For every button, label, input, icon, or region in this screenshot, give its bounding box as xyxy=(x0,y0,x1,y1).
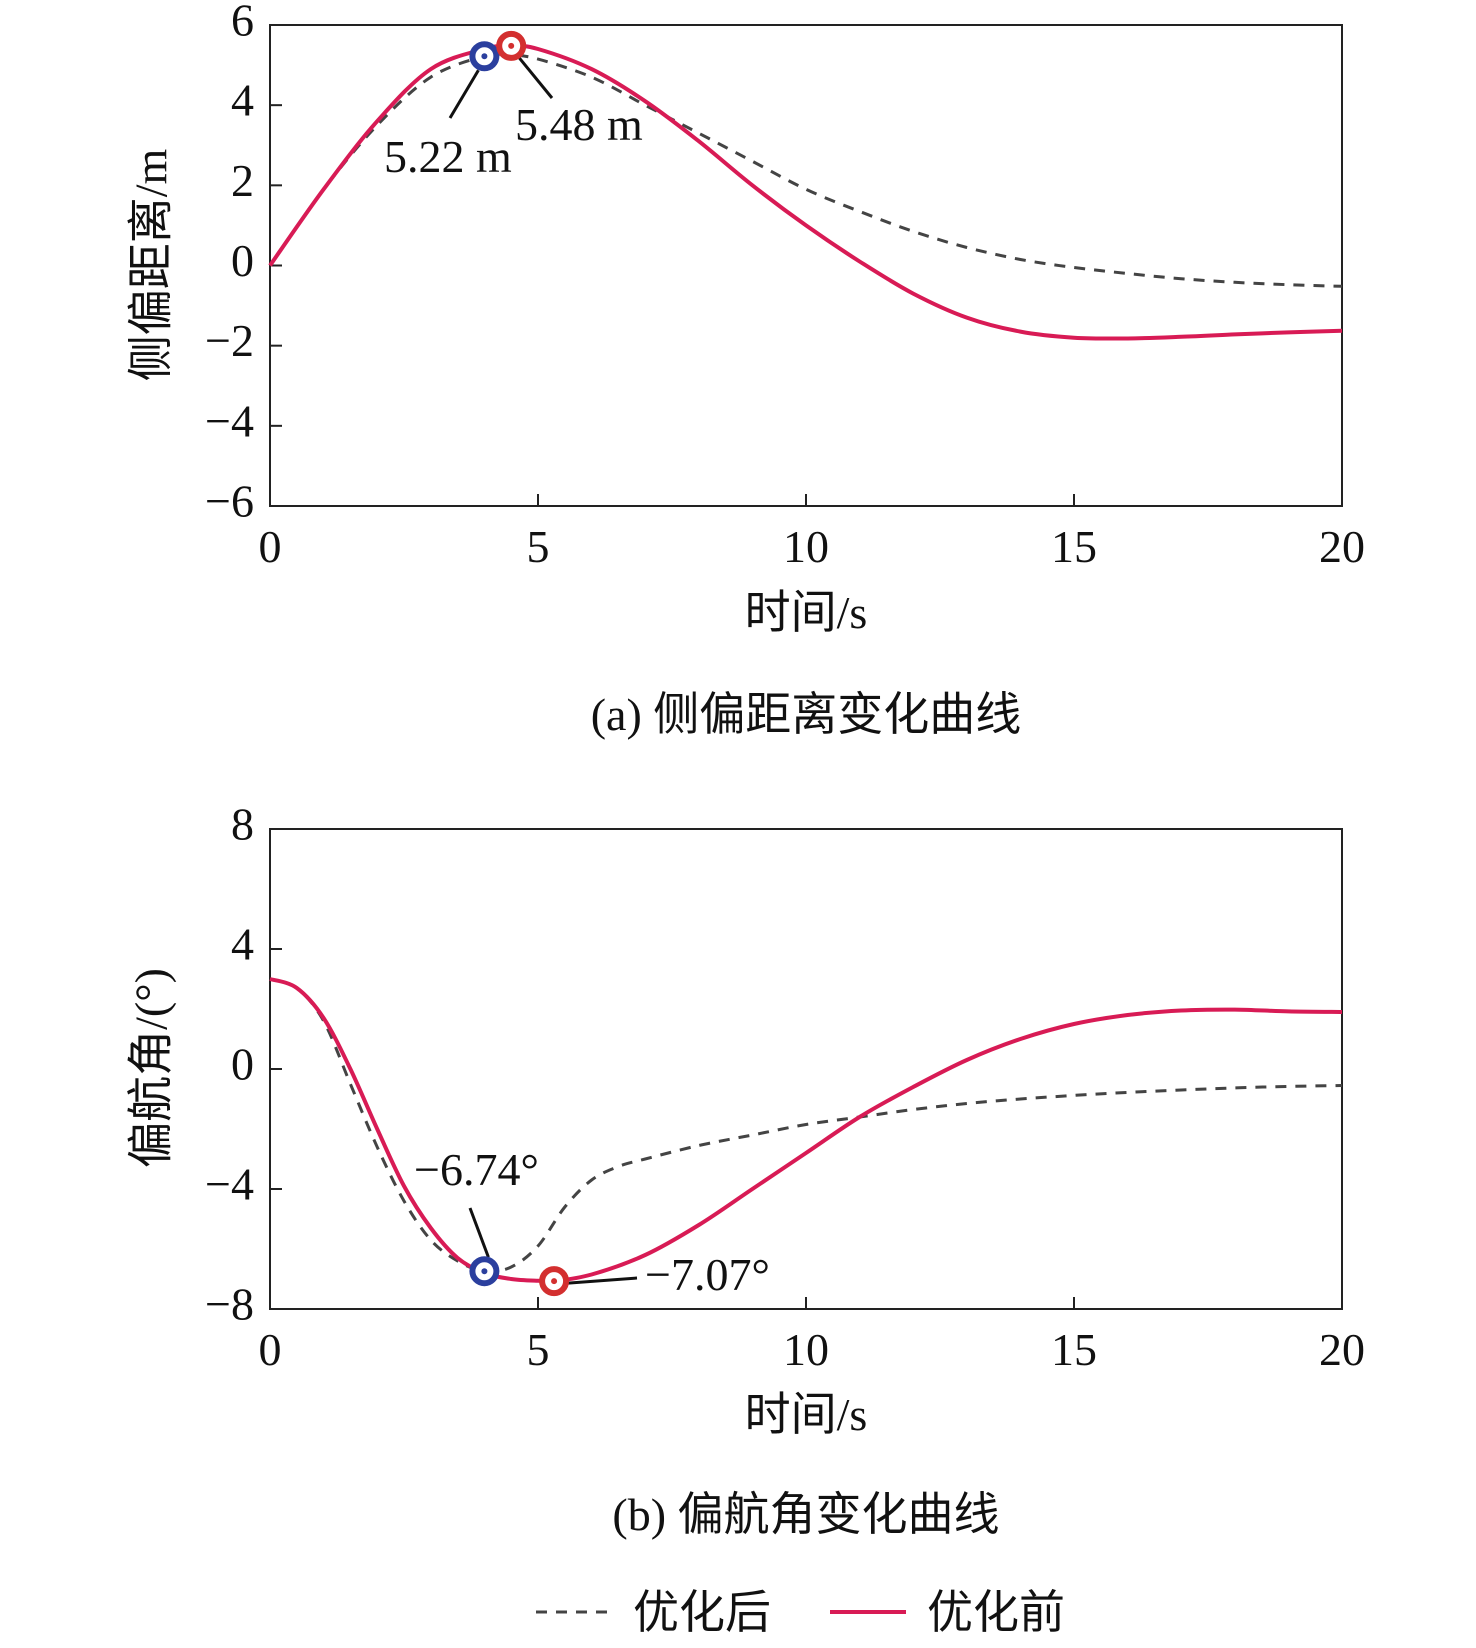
y-tick-label: −6 xyxy=(205,476,254,527)
y-tick-label: 4 xyxy=(231,75,254,126)
y-axis-title: 侧偏距离/m xyxy=(126,149,177,382)
x-tick-label: 5 xyxy=(527,521,550,572)
chart-yaw-angle: 8 4 0 −4 −8 0 5 10 15 20 −6.74° −7.07° 偏航角/(°) 时间… xyxy=(126,799,1365,1540)
y-tick-label: −2 xyxy=(205,315,254,366)
y-tick-label: 2 xyxy=(231,155,254,206)
x-tick-label: 0 xyxy=(259,521,282,572)
x-tick-labels: 0 5 10 15 20 xyxy=(259,1297,1365,1375)
x-axis-title: 时间/s xyxy=(745,1389,868,1440)
y-tick-label: −4 xyxy=(205,395,254,446)
chart-caption: (b) 偏航角变化曲线 xyxy=(612,1489,999,1540)
annotation-leader-line xyxy=(518,56,554,99)
y-tick-labels: 8 4 0 −4 −8 xyxy=(205,799,282,1330)
series-line-after xyxy=(268,52,1343,288)
y-tick-label: 0 xyxy=(231,1039,254,1090)
legend-label-after: 优化后 xyxy=(633,1587,771,1638)
legend-label-before: 优化前 xyxy=(927,1587,1065,1638)
x-tick-label: 10 xyxy=(783,521,829,572)
annotation-label: 5.48 m xyxy=(515,99,643,150)
y-axis-title: 偏航角/(°) xyxy=(126,968,177,1168)
annotation-leader-line xyxy=(468,1207,490,1258)
annotation-label: −7.07° xyxy=(645,1249,770,1300)
y-tick-label: −8 xyxy=(205,1279,254,1330)
x-tick-label: 20 xyxy=(1319,521,1365,572)
marker-dot xyxy=(508,42,515,49)
chart-caption: (a) 侧偏距离变化曲线 xyxy=(591,689,1022,740)
x-tick-label: 15 xyxy=(1051,1324,1097,1375)
y-tick-label: 4 xyxy=(231,919,254,970)
legend: 优化后 优化前 xyxy=(536,1587,1065,1638)
marker-dot xyxy=(481,53,488,60)
x-tick-label: 20 xyxy=(1319,1324,1365,1375)
x-tick-labels: 0 5 10 15 20 xyxy=(259,494,1365,572)
annotation-group: 5.22 m5.48 m xyxy=(384,30,643,182)
x-tick-label: 10 xyxy=(783,1324,829,1375)
annotation-label: −6.74° xyxy=(414,1144,539,1195)
marker-dot xyxy=(551,1278,558,1285)
x-tick-label: 15 xyxy=(1051,521,1097,572)
plot-frame xyxy=(269,24,1343,507)
series-group xyxy=(268,43,1343,341)
x-axis-title: 时间/s xyxy=(745,587,868,638)
x-tick-label: 5 xyxy=(527,1324,550,1375)
annotation-leader-line xyxy=(448,69,480,119)
y-tick-label: 8 xyxy=(231,799,254,850)
y-tick-label: 6 xyxy=(231,0,254,46)
marker-dot xyxy=(481,1268,488,1275)
x-tick-label: 0 xyxy=(259,1324,282,1375)
series-line-after xyxy=(269,977,1343,1274)
series-line-before xyxy=(268,43,1343,341)
plot-frame xyxy=(269,828,1343,1310)
series-group xyxy=(269,977,1343,1284)
y-tick-labels: 6 4 2 0 −2 −4 −6 xyxy=(205,0,282,527)
series-line-before xyxy=(269,977,1343,1284)
y-tick-label: −4 xyxy=(205,1159,254,1210)
y-tick-label: 0 xyxy=(231,235,254,286)
annotation-group: −6.74° −7.07° xyxy=(414,1144,770,1300)
annotation-label: 5.22 m xyxy=(384,131,512,182)
annotation-leader-line xyxy=(567,1276,638,1285)
